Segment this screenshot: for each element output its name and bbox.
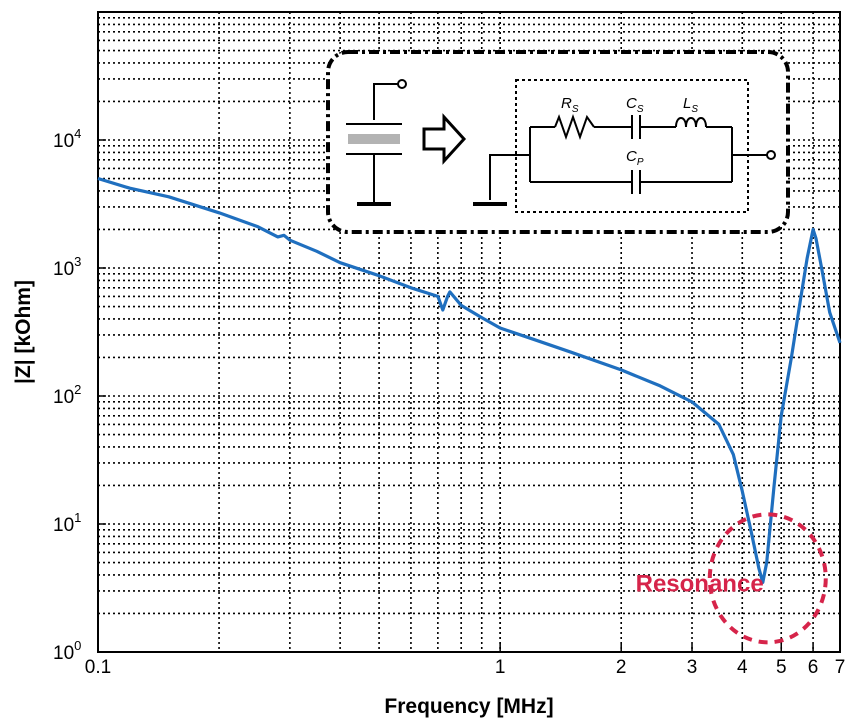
cs-label: CS — [626, 95, 644, 115]
circuit-diagram — [473, 79, 776, 213]
cp-label: CP — [626, 148, 644, 168]
x-tick-label: 1 — [495, 657, 506, 678]
y-axis-label: |Z| [kOhm] — [12, 280, 35, 384]
equivalent-circuit-inset: RS CS LS CP — [326, 50, 790, 234]
x-tick-label: 2 — [616, 657, 627, 678]
y-tick-label: 104 — [53, 126, 81, 152]
plot-frame — [97, 11, 841, 653]
x-tick-label: 5 — [776, 657, 787, 678]
rs-label: RS — [561, 95, 579, 115]
resonance-label: Resonance — [636, 570, 764, 597]
x-tick-label: 6 — [808, 657, 819, 678]
y-tick-labels: 100 101 102 103 104 — [53, 126, 81, 664]
ls-label: LS — [683, 95, 698, 115]
series-layer — [97, 176, 842, 584]
y-tick-label: 103 — [53, 254, 81, 280]
arrow-right-icon — [422, 113, 467, 165]
resonance-circle — [707, 512, 828, 645]
x-tick-label: 4 — [737, 657, 748, 678]
x-tick-label: 7 — [835, 657, 846, 678]
annotation-layer: Resonance — [636, 512, 828, 645]
x-axis-label: Frequency [MHz] — [384, 695, 553, 718]
inset-border — [326, 50, 790, 234]
x-tick-labels: 0.1 1 2 3 4 5 6 7 — [85, 657, 846, 678]
x-tick-label: 3 — [687, 657, 698, 678]
y-tick-label: 101 — [53, 510, 81, 536]
x-tick-label: 0.1 — [85, 657, 111, 678]
transducer-icon — [346, 79, 407, 206]
y-tick-label: 100 — [53, 638, 81, 664]
impedance-series-line — [97, 176, 842, 584]
tick-marks — [97, 139, 841, 653]
y-tick-label: 102 — [53, 382, 81, 408]
